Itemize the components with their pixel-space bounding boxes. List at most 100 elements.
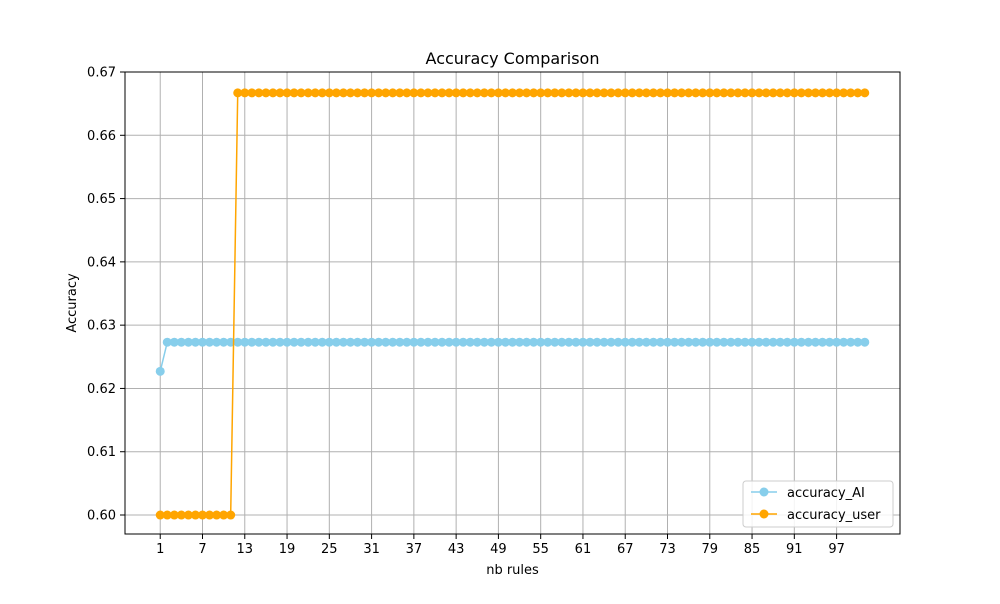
data-point-accuracy-ai [296, 337, 306, 347]
legend-label-accuracy-user: accuracy_user [787, 508, 881, 523]
data-point-accuracy-ai [775, 337, 785, 347]
data-point-accuracy-user [472, 88, 482, 98]
data-point-accuracy-user [409, 88, 419, 98]
data-point-accuracy-user [550, 88, 560, 98]
x-tick-label: 67 [617, 542, 634, 557]
data-point-accuracy-user [331, 88, 341, 98]
data-point-accuracy-ai [508, 337, 517, 347]
data-point-accuracy-ai [493, 337, 503, 347]
data-point-accuracy-ai [183, 337, 193, 347]
data-point-accuracy-user [212, 510, 222, 520]
data-point-accuracy-ai [613, 337, 623, 347]
data-point-accuracy-user [606, 88, 616, 98]
data-point-accuracy-user [381, 88, 391, 98]
data-point-accuracy-ai [437, 337, 447, 347]
data-point-accuracy-user [536, 88, 546, 98]
data-point-accuracy-ai [402, 337, 412, 347]
data-point-accuracy-ai [444, 337, 454, 347]
data-point-accuracy-ai [261, 337, 271, 347]
data-point-accuracy-user [402, 88, 412, 98]
x-tick-label: 37 [406, 542, 423, 557]
series-accuracy-ai [155, 337, 870, 376]
data-point-accuracy-ai [205, 337, 215, 347]
data-point-accuracy-ai [472, 337, 482, 347]
data-point-accuracy-ai [740, 337, 750, 347]
data-point-accuracy-user [289, 88, 299, 98]
data-point-accuracy-user [500, 88, 510, 98]
data-point-accuracy-ai [388, 337, 398, 347]
data-point-accuracy-user [846, 88, 856, 98]
data-point-accuracy-ai [289, 337, 299, 347]
data-point-accuracy-user [317, 88, 327, 98]
data-point-accuracy-ai [578, 337, 588, 347]
data-point-accuracy-user [677, 88, 687, 98]
y-axis-label: Accuracy [65, 273, 80, 333]
data-point-accuracy-user [719, 88, 729, 98]
data-point-accuracy-user [768, 88, 778, 98]
data-point-accuracy-ai [247, 337, 257, 347]
data-point-accuracy-ai [557, 337, 567, 347]
x-tick-label: 43 [448, 542, 465, 557]
data-point-accuracy-ai [803, 337, 813, 347]
chart-title: Accuracy Comparison [426, 49, 600, 68]
y-tick-label: 0.67 [87, 66, 116, 81]
x-tick-label: 79 [701, 542, 718, 557]
data-point-accuracy-user [219, 510, 229, 520]
x-tick-label: 25 [321, 542, 338, 557]
data-point-accuracy-user [670, 88, 680, 98]
data-point-accuracy-ai [677, 337, 687, 347]
data-point-accuracy-ai [486, 337, 496, 347]
data-point-accuracy-ai [627, 337, 637, 347]
data-point-accuracy-ai [353, 337, 362, 347]
data-point-accuracy-user [247, 88, 257, 98]
data-point-accuracy-user [479, 88, 489, 98]
data-point-accuracy-ai [585, 337, 595, 347]
data-point-accuracy-ai [162, 337, 172, 347]
data-point-accuracy-ai [190, 337, 200, 347]
data-point-accuracy-user [226, 510, 236, 520]
data-point-accuracy-ai [634, 337, 644, 347]
data-point-accuracy-ai [670, 337, 680, 347]
data-point-accuracy-ai [331, 337, 341, 347]
legend-marker-accuracy-ai [759, 487, 769, 497]
data-point-accuracy-ai [310, 337, 320, 347]
y-tick-label: 0.61 [87, 445, 116, 460]
data-point-accuracy-user [663, 88, 672, 98]
data-point-accuracy-user [705, 88, 715, 98]
data-point-accuracy-user [282, 88, 292, 98]
data-point-accuracy-user [782, 88, 792, 98]
data-point-accuracy-ai [789, 337, 799, 347]
data-point-accuracy-ai [825, 337, 835, 347]
data-point-accuracy-user [655, 88, 665, 98]
data-point-accuracy-ai [317, 337, 327, 347]
data-point-accuracy-user [423, 88, 433, 98]
data-point-accuracy-user [543, 88, 553, 98]
x-tick-label: 85 [744, 542, 761, 557]
data-point-accuracy-user [733, 88, 743, 98]
data-point-accuracy-ai [592, 337, 602, 347]
data-point-accuracy-ai [395, 337, 405, 347]
data-point-accuracy-ai [818, 337, 827, 347]
y-tick-label: 0.62 [87, 382, 116, 397]
data-point-accuracy-user [853, 88, 863, 98]
data-point-accuracy-ai [839, 337, 849, 347]
data-point-accuracy-ai [451, 337, 461, 347]
data-point-accuracy-user [233, 88, 243, 98]
data-point-accuracy-user [451, 88, 461, 98]
data-point-accuracy-user [303, 88, 313, 98]
data-point-accuracy-user [613, 88, 623, 98]
data-point-accuracy-user [338, 88, 348, 98]
data-point-accuracy-ai [367, 337, 377, 347]
data-point-accuracy-ai [705, 337, 715, 347]
data-point-accuracy-user [388, 88, 398, 98]
x-tick-label: 1 [156, 542, 164, 557]
data-point-accuracy-ai [360, 337, 370, 347]
x-tick-label: 73 [659, 542, 676, 557]
data-point-accuracy-ai [381, 337, 391, 347]
data-point-accuracy-ai [726, 337, 736, 347]
data-point-accuracy-ai [768, 337, 778, 347]
data-point-accuracy-user [430, 88, 440, 98]
x-tick-label: 97 [828, 542, 845, 557]
